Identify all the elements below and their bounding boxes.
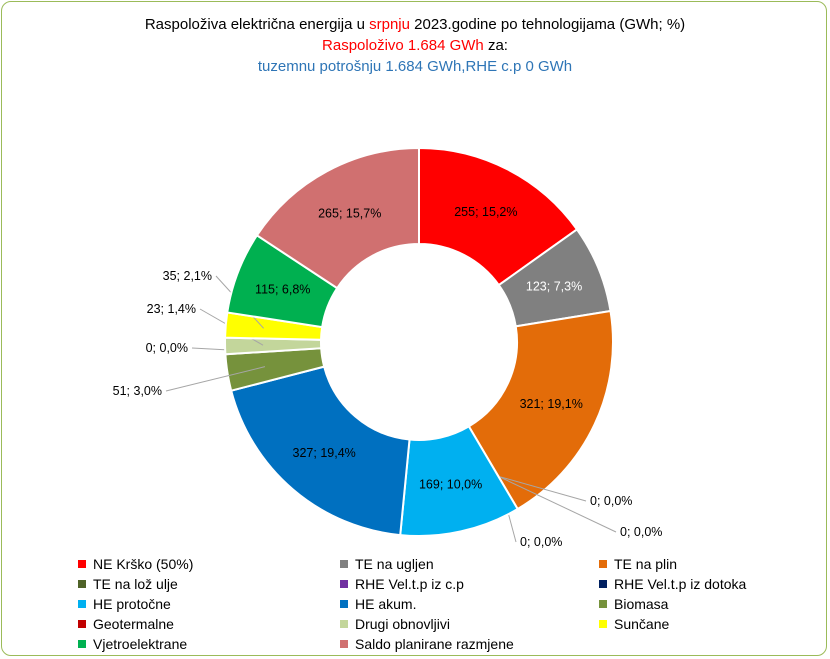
legend-label: NE Krško (50%) [93, 556, 194, 572]
slice-he-akum [229, 365, 411, 537]
legend-swatch [599, 580, 607, 588]
data-label-rhe-vel-t-p-iz-c-p: 0; 0,0% [620, 525, 662, 539]
legend-label: TE na ugljen [355, 556, 434, 572]
legend-label: HE protočne [93, 596, 171, 612]
legend-item-he-akum: HE akum. [340, 595, 416, 613]
leader-line-rhe-vel-t-p-iz-c-p [498, 475, 617, 533]
legend-label: Biomasa [614, 596, 669, 612]
legend-label: TE na plin [614, 556, 678, 572]
legend-item-geotermalne: Geotermalne [78, 615, 174, 633]
legend-item-suncane: Sunčane [599, 615, 669, 633]
legend-item-te-na-ugljen: TE na ugljen [340, 555, 434, 573]
data-label-ne-krsko-50: 255; 15,2% [454, 205, 517, 219]
legend-item-he-protocne: HE protočne [78, 595, 171, 613]
legend-swatch [340, 600, 348, 608]
title-line1-pre: Raspoloživa električna energija u [144, 16, 370, 33]
data-label-vjetroelektrane: 115; 6,8% [255, 283, 310, 297]
legend-label: Sunčane [614, 616, 670, 632]
legend-label: Saldo planirane razmjene [355, 636, 514, 652]
subtitle-available: Raspoloživo 1.684 GWh [322, 37, 484, 54]
legend-label: Vjetroelektrane [93, 636, 188, 652]
legend-label: TE na lož ulje [93, 576, 178, 592]
slice-te-na-plin [467, 309, 614, 511]
data-label-te-na-loz-ulje: 0; 0,0% [590, 494, 632, 508]
legend-label: HE akum. [355, 596, 417, 612]
title-line1-post: 2023.godine po tehnologijama (GWh; %) [409, 16, 686, 33]
title-line1-month: srpnju [369, 16, 410, 33]
legend-item-drugi-obnovljivi: Drugi obnovljivi [340, 615, 450, 633]
legend-item-ne-krsko-50: NE Krško (50%) [78, 555, 193, 573]
data-label-suncane: 35; 2,1% [163, 269, 212, 283]
chart-title: Raspoloživa električna energija u srpnju… [0, 14, 830, 35]
data-label-geotermalne: 0; 0,0% [146, 341, 188, 355]
legend-item-rhe-vel-t-p-iz-dotoka: RHE Vel.t.p iz dotoka [599, 575, 746, 593]
slice-saldo-planirane-razmjene [255, 146, 420, 290]
legend-label: RHE Vel.t.p iz dotoka [614, 576, 747, 592]
data-label-saldo-planirane-razmjene: 265; 15,7% [318, 206, 381, 220]
data-label-he-akum: 327; 19,4% [293, 446, 356, 460]
chart-subtitle-consumption: tuzemnu potrošnju 1.684 GWh,RHE c.p 0 GW… [257, 58, 573, 75]
data-label-he-protocne: 169; 10,0% [419, 478, 482, 492]
chart-title-block: Raspoloživa električna energija u srpnju… [0, 14, 830, 77]
data-label-biomasa: 51; 3,0% [113, 384, 162, 398]
data-label-drugi-obnovljivi: 23; 1,4% [147, 302, 196, 316]
subtitle-suffix: za: [483, 37, 508, 54]
legend-item-te-na-plin: TE na plin [599, 555, 677, 573]
chart-subtitle: Raspoloživo 1.684 GWh za: [0, 35, 830, 56]
legend-swatch [78, 620, 86, 628]
legend-label: RHE Vel.t.p iz c.p [355, 576, 464, 592]
legend-swatch [599, 620, 607, 628]
legend-swatch [78, 640, 86, 648]
legend-label: Drugi obnovljivi [355, 616, 450, 632]
legend-swatch [340, 620, 348, 628]
legend-item-te-na-loz-ulje: TE na lož ulje [78, 575, 178, 593]
legend-swatch [340, 560, 348, 568]
data-label-te-na-ugljen: 123; 7,3% [526, 280, 582, 294]
leader-line-te-na-loz-ulje [498, 475, 587, 502]
legend-swatch [78, 580, 86, 588]
legend-swatch [340, 580, 348, 588]
legend-item-vjetroelektrane: Vjetroelektrane [78, 635, 187, 653]
legend-swatch [599, 600, 607, 608]
legend-swatch [78, 600, 86, 608]
legend-swatch [599, 560, 607, 568]
leader-line-biomasa [165, 366, 266, 392]
legend-swatch [78, 560, 86, 568]
legend-item-saldo-planirane-razmjene: Saldo planirane razmjene [340, 635, 514, 653]
legend-label: Geotermalne [93, 616, 174, 632]
data-label-te-na-plin: 321; 19,1% [520, 397, 583, 411]
legend-swatch [340, 640, 348, 648]
legend-item-biomasa: Biomasa [599, 595, 668, 613]
data-label-rhe-vel-t-p-iz-dotoka: 0; 0,0% [520, 535, 562, 549]
legend-item-rhe-vel-t-p-iz-c-p: RHE Vel.t.p iz c.p [340, 575, 464, 593]
